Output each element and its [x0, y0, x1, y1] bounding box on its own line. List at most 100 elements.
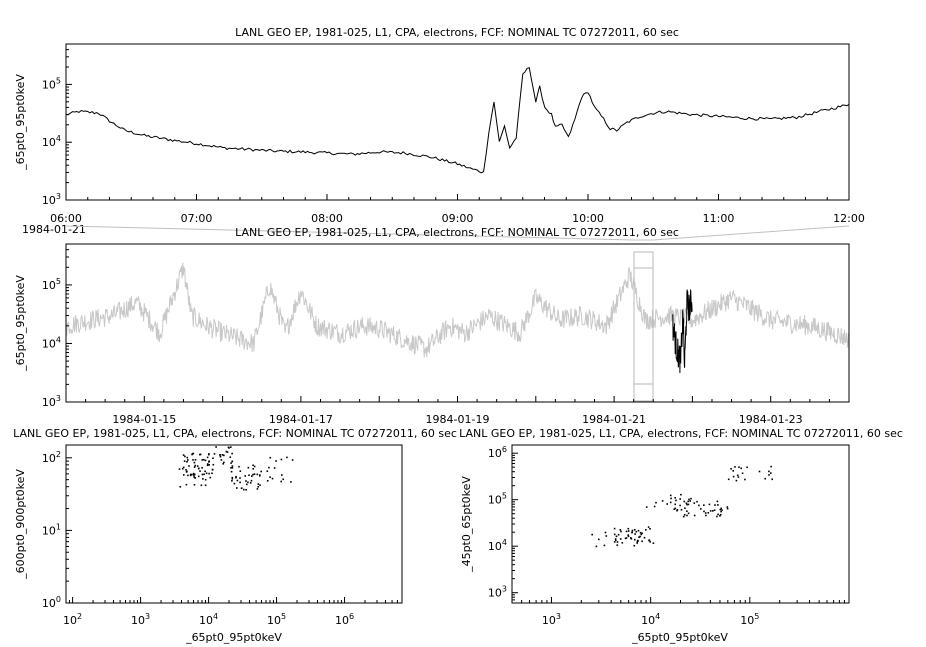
panel4-point	[613, 541, 616, 543]
panel4-point	[655, 501, 657, 504]
panel3-point	[187, 474, 189, 477]
panel4-point	[689, 500, 691, 502]
panel3-point	[213, 453, 216, 455]
panel4-point	[732, 475, 735, 478]
panel4-point	[603, 544, 606, 547]
panel4-point	[732, 470, 734, 472]
panel4-point	[686, 503, 688, 506]
panel3-point	[204, 470, 206, 473]
panel3-point	[204, 478, 207, 481]
panel3-point	[211, 468, 214, 471]
panel4-title: LANL GEO EP, 1981-025, L1, CPA, electron…	[459, 427, 903, 440]
panel3-point	[193, 466, 196, 468]
panel3-point	[253, 465, 256, 468]
panel4-xlabel: _65pt0_95pt0keV	[631, 631, 728, 644]
panel3-xtick-label: 105	[267, 612, 286, 627]
panel3-point	[208, 464, 210, 466]
panel3-point	[281, 474, 283, 476]
panel4-point	[591, 533, 593, 536]
panel4-point	[674, 503, 676, 506]
panel4-point	[625, 537, 628, 539]
panel3-point	[189, 474, 192, 477]
panel3-point	[225, 450, 228, 453]
panel4-ylabel: _45pt0_65pt0keV	[460, 476, 473, 573]
panel4-point	[727, 478, 730, 481]
panel4-point	[717, 513, 719, 516]
panel4-point	[698, 504, 700, 507]
panel4-point	[647, 526, 650, 528]
panel3-point	[252, 468, 254, 470]
panel3-point	[257, 483, 260, 485]
panel2-xtick-label: 1984-01-23	[739, 413, 803, 426]
panel4-point	[641, 532, 643, 535]
panel4-point	[636, 540, 639, 543]
panel3-point	[197, 467, 200, 470]
panel3-point	[181, 467, 184, 470]
panel3-point	[259, 474, 261, 476]
panel3-point	[266, 470, 269, 472]
panel4-point	[685, 502, 688, 505]
panel3-point	[252, 473, 254, 476]
panel4-point	[738, 466, 740, 468]
panel4-point	[771, 478, 773, 481]
panel3-point	[239, 481, 241, 484]
panel4-point	[605, 535, 608, 537]
panel3-point	[183, 460, 186, 462]
panel4-point	[631, 529, 634, 532]
panel3-point	[219, 455, 222, 458]
panel4-point	[641, 540, 643, 543]
panel3-point	[196, 465, 199, 467]
panel3-point	[188, 465, 190, 467]
panel4-frame	[511, 444, 850, 604]
panel4-point	[675, 499, 677, 502]
panel3-point	[228, 447, 230, 449]
panel3-point	[199, 470, 201, 472]
panel4-point	[744, 478, 746, 481]
panel3-point	[268, 466, 270, 469]
panel4-point	[652, 542, 655, 544]
panel1-ylabel: _65pt0_95pt0keV	[14, 74, 27, 171]
panel3-point	[231, 467, 234, 469]
panel4-point	[669, 501, 672, 504]
panel4-point	[624, 537, 627, 540]
panel4-point	[737, 476, 740, 478]
panel3-point	[230, 462, 232, 464]
panel4-point	[661, 500, 664, 502]
panel3-point	[185, 483, 188, 486]
panel1-ytick-label: 103	[42, 192, 61, 207]
panel4-point	[640, 533, 643, 536]
panel3-point	[269, 476, 271, 478]
panel4-point	[726, 507, 729, 510]
panel3-point	[212, 457, 214, 459]
panel4-point	[619, 529, 622, 531]
panel3-point	[248, 474, 250, 476]
panel3-point	[245, 480, 247, 482]
panel4-xtick-label: 105	[740, 612, 759, 627]
panel4-point	[716, 515, 718, 518]
panel3-point	[282, 478, 284, 481]
panel4-point	[712, 510, 714, 512]
panel3-point	[246, 483, 248, 486]
panel3-point	[247, 481, 249, 484]
panel4-point	[653, 505, 656, 508]
panel3-point	[206, 463, 209, 465]
panel-timeseries-zoom: LANL GEO EP, 1981-025, L1, CPA, electron…	[14, 26, 865, 236]
panel4-point	[631, 531, 633, 533]
panel3-point	[194, 459, 197, 461]
panel4-point	[625, 530, 628, 533]
panel3-point	[193, 474, 195, 477]
panel2-zoom-box	[633, 251, 654, 402]
panel3-point	[222, 463, 224, 465]
panel4-point	[735, 479, 738, 482]
panel3-point	[230, 446, 232, 448]
panel3-point	[193, 461, 196, 464]
panel4-point	[746, 466, 748, 469]
panel3-point	[209, 476, 212, 479]
panel3-point	[266, 480, 269, 482]
panel3-point	[193, 484, 196, 486]
panel4-point	[719, 513, 722, 516]
panel4-point	[708, 503, 711, 506]
panel4-point	[717, 504, 719, 506]
panel4-point	[627, 534, 629, 536]
